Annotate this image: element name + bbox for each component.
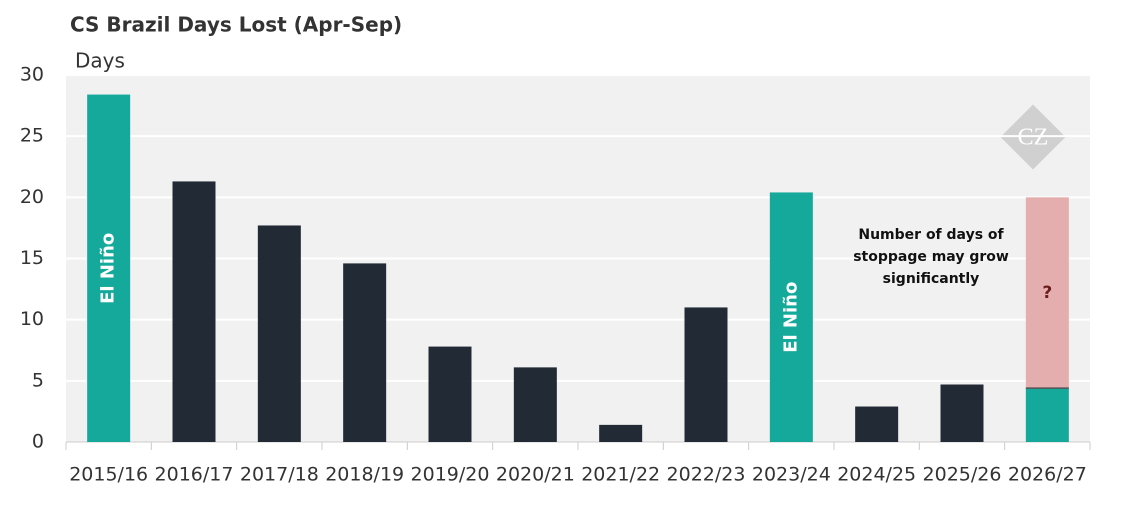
annotation: significantly (883, 271, 980, 287)
y-tick-label: 20 (20, 186, 44, 208)
x-tick-label: 2016/17 (155, 464, 234, 486)
x-tick-label: 2020/21 (496, 464, 575, 486)
bar (684, 307, 728, 442)
x-tick-label: 2022/23 (667, 464, 746, 486)
bar (769, 192, 813, 442)
y-tick-label: 30 (20, 64, 44, 86)
bar (343, 263, 387, 442)
x-tick-label: 2026/27 (1008, 464, 1087, 486)
bar (599, 424, 643, 442)
bar (1025, 388, 1069, 442)
annotation: stoppage may grow (853, 249, 1009, 265)
bar (940, 384, 984, 442)
x-tick-label: 2017/18 (240, 464, 319, 486)
bar (513, 367, 557, 442)
y-tick-label: 25 (20, 125, 44, 147)
x-tick-label: 2023/24 (752, 464, 831, 486)
bar-label: El Niño (780, 282, 801, 353)
extension-label: ? (1042, 283, 1052, 303)
y-tick-label: 0 (32, 431, 44, 453)
bar-extension (1025, 197, 1069, 389)
y-tick-label: 15 (20, 247, 44, 269)
bar (428, 346, 472, 442)
annotation: Number of days of (858, 227, 1004, 243)
x-tick-label: 2021/22 (581, 464, 660, 486)
bar (87, 94, 131, 442)
y-tick-label: 10 (20, 308, 44, 330)
bar (257, 225, 301, 442)
y-tick-label: 5 (32, 369, 44, 391)
x-tick-label: 2024/25 (837, 464, 916, 486)
bar (172, 181, 216, 442)
bar (855, 406, 899, 442)
bar-label: El Niño (98, 233, 119, 304)
x-tick-label: 2018/19 (325, 464, 404, 486)
logo-text: CZ (1018, 125, 1049, 151)
y-axis-label: Days (75, 49, 125, 73)
chart-title: CS Brazil Days Lost (Apr-Sep) (70, 13, 402, 37)
x-tick-label: 2019/20 (411, 464, 490, 486)
x-tick-label: 2025/26 (923, 464, 1002, 486)
x-tick-label: 2015/16 (69, 464, 148, 486)
